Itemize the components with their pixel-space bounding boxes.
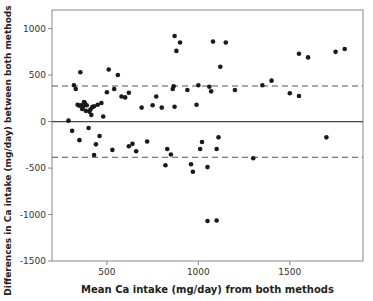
point [84,103,89,108]
point [150,103,155,108]
point [78,70,83,75]
point [205,219,210,224]
point [154,94,159,99]
chart: 500 1000 1500 -1500 -1000 -500 0 500 1000 Mean Ca… [0,0,373,301]
point [127,90,132,95]
point [209,89,214,94]
point [200,140,205,145]
point [106,67,111,72]
y-tick-label: 1000 [23,24,46,34]
y-tick [48,214,52,215]
point [174,49,179,54]
point [70,129,75,134]
x-tick [198,261,199,265]
point [99,101,104,106]
y-tick [48,28,52,29]
point [306,55,311,60]
y-tick [48,168,52,169]
point [194,103,199,108]
point [324,135,329,140]
x-tick [289,261,290,265]
point [89,113,94,118]
point [233,88,238,93]
point [165,147,170,152]
point [73,87,78,92]
point [216,135,221,140]
point [92,153,97,158]
point [163,163,168,168]
y-tick [48,75,52,76]
y-tick-label: 0 [40,117,46,127]
point [223,40,228,45]
x-tick-label: 1500 [278,267,301,277]
point [333,50,338,55]
point [288,91,293,96]
x-axis-label: Mean Ca intake (mg/day) from both method… [81,284,334,295]
point [110,148,115,153]
point [130,142,135,147]
limit-line [52,157,363,158]
point [116,73,121,78]
point [214,147,219,152]
y-tick [48,121,52,122]
y-axis-label: Differences in Ca intake (mg/day) betwee… [3,5,13,295]
point [66,118,71,123]
point [196,83,201,88]
y-tick [48,261,52,262]
y-tick-label: 500 [29,70,46,80]
point [198,147,203,152]
x-tick [106,261,107,265]
point [218,64,223,69]
point [251,156,256,161]
point [139,105,144,110]
point [169,152,174,157]
point [145,139,150,144]
point [214,218,219,223]
point [101,114,106,119]
point [172,104,177,109]
plot-frame [52,10,363,261]
point [123,95,128,100]
point [171,84,176,89]
x-tick-label: 500 [98,267,115,277]
point [342,47,347,52]
point [185,88,190,93]
point [260,83,265,88]
point [297,51,302,56]
point [191,169,196,174]
point [134,149,139,154]
x-tick-label: 1000 [187,267,210,277]
point [94,142,99,147]
point [207,84,212,89]
plot-area [52,34,363,224]
point [189,162,194,167]
point [172,34,177,39]
y-tick-label: -1500 [20,256,46,266]
point [77,138,82,143]
point [205,165,210,170]
y-tick-label: -500 [26,163,47,173]
mean-line [52,121,363,122]
point [178,40,183,45]
point [112,87,117,92]
y-tick-label: -1000 [20,210,46,220]
point [211,39,216,44]
point [297,94,302,99]
point [97,134,102,139]
point [269,78,274,83]
point [105,90,110,95]
point [86,126,91,131]
point [159,105,164,110]
